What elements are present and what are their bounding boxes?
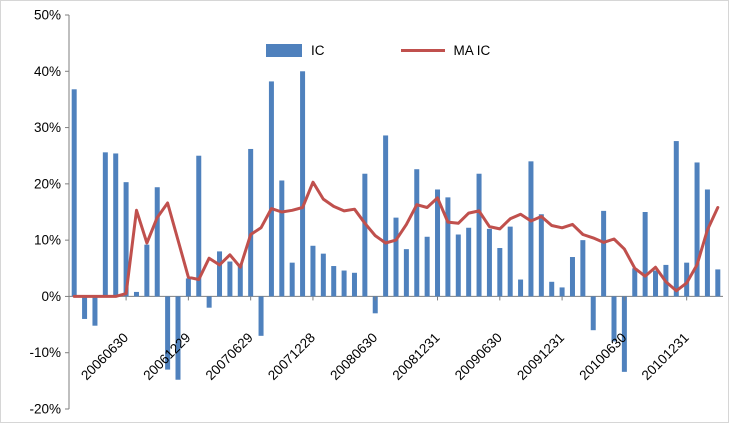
ic-bar bbox=[466, 227, 472, 297]
ic-bar bbox=[445, 197, 451, 297]
ic-bar bbox=[403, 249, 409, 297]
ic-bar bbox=[206, 296, 212, 308]
ic-bar bbox=[414, 169, 420, 297]
ic-bar bbox=[653, 270, 659, 297]
ic-bar bbox=[549, 281, 555, 297]
ic-bar bbox=[362, 173, 368, 297]
x-tick-label: 20090630 bbox=[452, 330, 505, 383]
ic-bar bbox=[497, 248, 503, 297]
ic-bar bbox=[144, 244, 150, 297]
ic-series-swatch bbox=[266, 44, 302, 57]
ic-bar bbox=[455, 234, 461, 297]
ic-bar bbox=[310, 245, 316, 297]
ic-bar bbox=[704, 189, 710, 297]
ic-bar bbox=[92, 296, 98, 326]
ic-bar bbox=[673, 141, 679, 297]
ic-bar bbox=[351, 272, 357, 297]
x-tick-label: 20080630 bbox=[327, 330, 380, 383]
ic-bar bbox=[383, 135, 389, 297]
ic-bar bbox=[518, 279, 524, 297]
ic-bar bbox=[435, 189, 441, 297]
x-tick-label: 20101231 bbox=[639, 330, 692, 383]
ic-bar bbox=[258, 296, 264, 336]
y-tick-label: 0% bbox=[41, 289, 61, 304]
ic-bar bbox=[642, 212, 648, 297]
ic-bar bbox=[123, 182, 129, 297]
x-tick-label: 20091231 bbox=[514, 330, 567, 383]
ic-bar bbox=[82, 296, 88, 319]
y-tick-label: 30% bbox=[34, 120, 61, 135]
ic-bar bbox=[486, 228, 492, 297]
ic-bar bbox=[102, 152, 108, 297]
ic-bar bbox=[331, 266, 337, 297]
legend-label-ic: IC bbox=[311, 43, 325, 58]
ic-bar bbox=[507, 226, 513, 297]
ic-bar bbox=[559, 287, 565, 297]
ic-bar bbox=[424, 236, 430, 297]
ic-bar bbox=[154, 187, 160, 297]
ic-bar bbox=[165, 296, 171, 370]
ma-line bbox=[72, 180, 720, 298]
ic-bar bbox=[289, 262, 295, 297]
ic-bar bbox=[175, 296, 181, 380]
ic-bar bbox=[476, 173, 482, 297]
y-tick-label: 20% bbox=[34, 176, 61, 191]
ic-bar bbox=[237, 263, 243, 297]
ic-bar bbox=[694, 162, 700, 297]
ic-bar bbox=[372, 296, 378, 314]
ma-ic-series-swatch bbox=[400, 49, 445, 52]
ic-bar bbox=[684, 262, 690, 297]
legend: IC MA IC bbox=[266, 43, 490, 58]
ic-bar bbox=[341, 270, 347, 297]
ic-bar bbox=[113, 153, 119, 297]
ic-bar bbox=[268, 81, 274, 297]
ic-bar bbox=[185, 278, 191, 297]
ic-bar bbox=[71, 89, 77, 297]
y-tick-label: 10% bbox=[34, 233, 61, 248]
ic-bar bbox=[715, 269, 721, 297]
ic-bar bbox=[632, 268, 638, 297]
x-tick-label: 20070629 bbox=[203, 330, 256, 383]
ic-bar bbox=[227, 261, 233, 297]
ic-bar bbox=[279, 180, 285, 297]
ic-bar bbox=[196, 155, 202, 297]
ic-bar bbox=[248, 148, 254, 297]
ic-bar bbox=[528, 161, 534, 297]
x-tick-label: 20071228 bbox=[265, 330, 318, 383]
y-tick-label: -20% bbox=[29, 402, 61, 417]
ic-bar bbox=[300, 71, 306, 297]
ic-bar bbox=[590, 296, 596, 331]
x-tick-label: 20081231 bbox=[390, 330, 443, 383]
ic-bar bbox=[580, 240, 586, 297]
ic-bar bbox=[621, 296, 627, 372]
legend-label-ma-ic: MA IC bbox=[453, 43, 491, 58]
ic-bar bbox=[538, 214, 544, 297]
ic-bar bbox=[393, 217, 399, 297]
ic-bar bbox=[320, 253, 326, 297]
ic-bar bbox=[133, 291, 139, 297]
ic-bar bbox=[611, 296, 617, 342]
ic-bar bbox=[601, 210, 607, 297]
y-tick-label: -10% bbox=[29, 345, 61, 360]
y-tick-label: 50% bbox=[34, 8, 61, 23]
x-tick-label: 20100630 bbox=[576, 330, 629, 383]
y-tick-label: 40% bbox=[34, 64, 61, 79]
ic-bar bbox=[569, 257, 575, 297]
ic-bar bbox=[217, 251, 223, 297]
x-tick-label: 20060630 bbox=[78, 330, 131, 383]
